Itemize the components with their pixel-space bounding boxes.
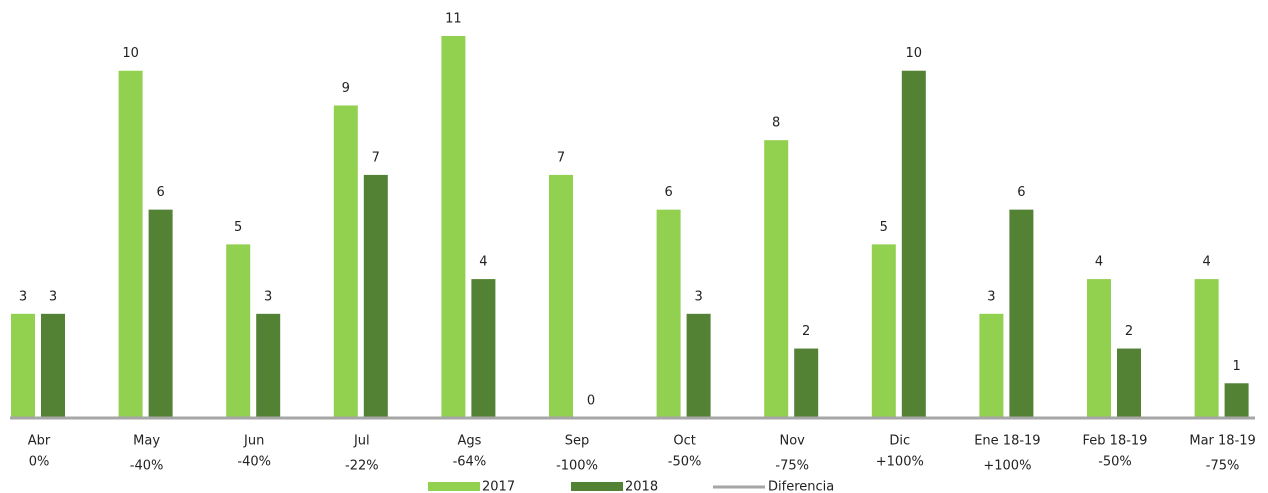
data-label: 2 — [1125, 324, 1133, 339]
x-tick-label: Mar 18-19 — [1189, 434, 1255, 449]
legend-label: 2018 — [625, 480, 658, 493]
bar — [1117, 348, 1141, 418]
data-label: 3 — [19, 289, 27, 304]
data-label: 3 — [49, 289, 57, 304]
bar — [363, 174, 388, 418]
x-tick-label: Oct — [673, 434, 695, 449]
data-label: 6 — [1017, 185, 1025, 200]
bar — [256, 313, 281, 418]
bar — [686, 313, 711, 418]
legend-label: 2017 — [482, 480, 515, 493]
legend-swatch — [428, 482, 480, 491]
data-label: 11 — [445, 12, 462, 27]
legend-label: Diferencia — [768, 480, 834, 493]
data-label: 8 — [772, 116, 780, 131]
bar — [656, 209, 681, 418]
bar — [871, 244, 896, 418]
bar — [549, 174, 573, 418]
x-tick-label: Abr — [28, 434, 51, 449]
data-label: 4 — [1202, 255, 1210, 270]
difference-label: -100% — [556, 459, 598, 474]
data-label: 9 — [342, 81, 350, 96]
data-label: 10 — [122, 46, 139, 61]
x-tick-label: Dic — [889, 434, 910, 449]
data-label: 3 — [264, 289, 272, 304]
bar — [148, 209, 173, 418]
bar — [441, 36, 466, 418]
data-label: 3 — [987, 289, 995, 304]
data-label: 5 — [234, 220, 242, 235]
difference-label: +100% — [876, 455, 924, 470]
bar — [1224, 383, 1249, 418]
data-label: 4 — [479, 255, 487, 270]
x-tick-label: May — [133, 434, 160, 449]
x-tick-label: Ags — [457, 434, 481, 449]
difference-label: -75% — [775, 459, 809, 474]
x-tick-label: Sep — [565, 434, 590, 449]
difference-label: -50% — [668, 455, 702, 470]
bar — [794, 348, 819, 418]
difference-label: -22% — [345, 459, 379, 474]
bar — [333, 105, 358, 419]
legend-swatch — [571, 482, 623, 491]
x-tick-label: Nov — [780, 434, 806, 449]
data-label: 10 — [906, 46, 923, 61]
data-label: 2 — [802, 324, 810, 339]
data-label: 7 — [372, 150, 380, 165]
difference-label: -40% — [130, 459, 164, 474]
bar — [471, 279, 496, 418]
data-label: 7 — [557, 150, 565, 165]
difference-label: 0% — [29, 455, 50, 470]
data-label: 6 — [156, 185, 164, 200]
data-label: 1 — [1232, 359, 1240, 374]
bar — [901, 70, 926, 419]
bar — [226, 244, 251, 418]
x-tick-label: Jun — [243, 434, 264, 449]
data-label: 3 — [694, 289, 702, 304]
difference-label: -40% — [237, 455, 271, 470]
bar — [118, 70, 143, 419]
x-tick-label: Jul — [353, 434, 370, 449]
difference-label: -50% — [1098, 455, 1132, 470]
data-label: 5 — [880, 220, 888, 235]
x-tick-label: Feb 18-19 — [1083, 434, 1148, 449]
bar — [1087, 279, 1111, 418]
bar — [1009, 209, 1034, 418]
bar — [11, 313, 35, 418]
difference-label: -75% — [1206, 459, 1240, 474]
bar — [979, 313, 1004, 418]
data-label: 0 — [587, 394, 595, 409]
bar — [41, 313, 65, 418]
difference-label: -64% — [453, 455, 487, 470]
x-tick-label: Ene 18-19 — [974, 434, 1040, 449]
difference-label: +100% — [983, 459, 1031, 474]
bar — [1194, 279, 1219, 418]
bar — [764, 140, 789, 418]
data-label: 6 — [664, 185, 672, 200]
data-label: 4 — [1095, 255, 1103, 270]
